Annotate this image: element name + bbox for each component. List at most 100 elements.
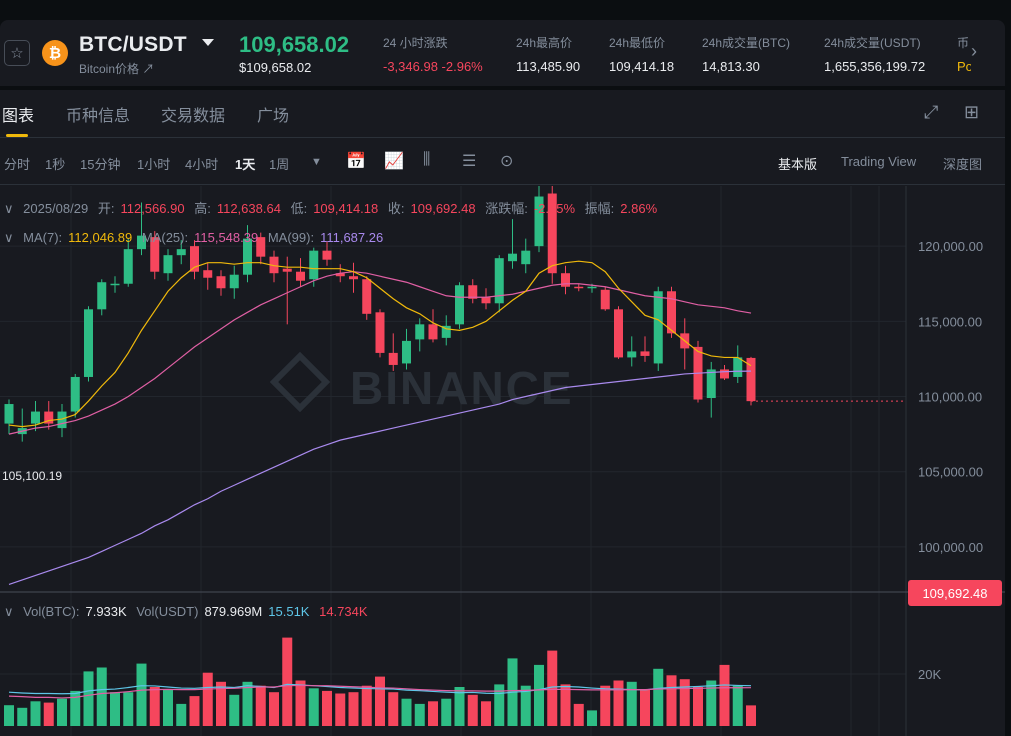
volume-bar [732, 685, 743, 726]
ma99-line [8, 370, 752, 586]
candle-body [31, 411, 40, 424]
timeframe-1h[interactable]: 1小时 [137, 157, 171, 172]
vol-usdt-label: Vol(USDT) [136, 604, 199, 619]
candle-body [296, 271, 305, 281]
vol-usdt-value: 879.969M [204, 604, 263, 619]
volume-bar [640, 689, 650, 726]
tab-coin-info[interactable]: 币种信息 [66, 108, 131, 125]
pair-selector[interactable]: BTC/USDT [79, 33, 187, 56]
legend-open-label: 开: [97, 201, 115, 216]
target-icon[interactable]: ⊙ [500, 153, 514, 170]
timeframe-4h[interactable]: 4小时 [185, 157, 219, 172]
volume-bar [96, 667, 107, 726]
legend-low: 109,414.18 [313, 201, 379, 216]
volume-bar [587, 710, 597, 726]
active-tab-indicator [6, 134, 28, 137]
volume-bar [202, 672, 213, 726]
volume-bar [560, 684, 571, 726]
ma25-label: MA(25): [141, 230, 189, 245]
candle-body [349, 276, 358, 280]
more-timeframes-caret-icon[interactable]: ▼ [311, 156, 322, 168]
legend-close: 109,692.48 [410, 201, 476, 216]
timeframe-15m[interactable]: 15分钟 [80, 157, 121, 172]
candlestick-chart[interactable]: BINANCE 120,000.00 115,000.00 110,000.00 105… [0, 178, 1005, 736]
settings-sliders-icon[interactable]: ☰ [462, 153, 477, 170]
legend-change: -2.55% [533, 201, 576, 216]
ticker-header: ☆ ₿ BTC/USDT Bitcoin价格 ↗ 109,658.02 $109… [0, 20, 1005, 86]
stat-24h-volume-usdt: 24h成交量(USDT) 1,655,356,199.72 [824, 34, 925, 74]
legend-close-label: 收: [387, 201, 405, 216]
volume-ma-b-line [8, 684, 752, 699]
volume-bar [216, 681, 226, 726]
favorite-star-icon[interactable]: ☆ [4, 40, 30, 66]
candle-body [335, 273, 345, 277]
candle-body [282, 268, 292, 272]
candle-body [57, 411, 67, 429]
price-axis-label: 100,000.00 [918, 540, 983, 555]
volume-bar [746, 705, 756, 726]
indicator-icon[interactable]: 📈 [384, 153, 404, 170]
chart-panel: 图表 币种信息 交易数据 广场 ⤢ ⊞ 分时 1秒 15分钟 1小时 4小时 1… [0, 90, 1005, 736]
collapse-caret-icon[interactable]: ∨ [4, 201, 14, 216]
volume-bar [653, 668, 664, 726]
view-tradingview[interactable]: Trading View [841, 154, 917, 169]
stat-truncated: 币 Po [957, 34, 971, 74]
collapse-caret-icon[interactable]: ∨ [4, 604, 14, 619]
volume-bar [481, 701, 491, 726]
expand-icon[interactable]: ⤢ [924, 102, 939, 122]
volume-bar [136, 663, 147, 726]
vol-ma-b-value: 14.734K [319, 604, 368, 619]
last-price-usd: $109,658.02 [239, 60, 312, 75]
candle-body [190, 246, 199, 272]
volume-bar [83, 671, 94, 726]
volume-bar [17, 707, 28, 726]
volume-bar [110, 692, 120, 726]
candle-body [706, 369, 716, 399]
tab-trading-data[interactable]: 交易数据 [161, 108, 226, 125]
candle-body [561, 273, 570, 287]
tab-chart[interactable]: 图表 [2, 108, 35, 125]
candle-body [150, 237, 160, 272]
layout-grid-icon[interactable]: ⊞ [964, 102, 980, 122]
volume-bar [693, 687, 703, 726]
ma99-label: MA(99): [267, 230, 315, 245]
legend-change-label: 涨跌幅: [485, 201, 528, 216]
candle-type-icon[interactable]: ⫼ [423, 151, 431, 168]
stat-label: 24 小时涨跌 [383, 36, 448, 50]
chart-area[interactable]: BINANCE 120,000.00 115,000.00 110,000.00 105… [0, 178, 1005, 736]
view-depth[interactable]: 深度图 [943, 157, 983, 172]
stat-value: 14,813.30 [702, 59, 760, 74]
volume-bar [43, 702, 54, 726]
timeframe-1d[interactable]: 1天 [235, 157, 256, 172]
timeframe-1w[interactable]: 1周 [269, 157, 290, 172]
candle-body [521, 250, 531, 265]
candle-body [402, 340, 411, 364]
candle-body [269, 256, 279, 274]
view-basic[interactable]: 基本版 [778, 157, 818, 172]
volume-bar [57, 698, 67, 726]
tab-square[interactable]: 广场 [257, 108, 290, 125]
volume-bar [322, 690, 332, 726]
volume-bar [388, 692, 399, 726]
candle-body [4, 404, 14, 424]
ma25-line [8, 271, 752, 435]
ohlc-legend: ∨ 2025/08/29 开: 112,566.90 高: 112,638.64 低… [4, 198, 663, 217]
candle-body [110, 283, 120, 286]
chart-tabs: 图表 币种信息 交易数据 广场 ⤢ ⊞ [0, 90, 1005, 138]
timeframe-time[interactable]: 分时 [4, 157, 31, 172]
candle-body [441, 325, 451, 338]
vol-ma-a-value: 15.51K [268, 604, 310, 619]
coin-price-link[interactable]: Bitcoin价格 ↗ [79, 62, 155, 76]
pair-dropdown-caret-icon[interactable] [202, 39, 214, 46]
candle-body [746, 357, 756, 402]
volume-bar [242, 681, 253, 726]
timeframe-1s[interactable]: 1秒 [45, 157, 66, 172]
chevron-right-icon[interactable]: › [971, 41, 977, 61]
volume-bar [375, 676, 385, 726]
volume-axis-label: 20K [918, 667, 941, 682]
collapse-caret-icon[interactable]: ∨ [4, 230, 14, 245]
calendar-icon[interactable]: 📅 [346, 153, 366, 170]
legend-high-label: 高: [194, 201, 211, 216]
legend-date: 2025/08/29 [23, 201, 89, 216]
volume-bar [149, 687, 160, 726]
